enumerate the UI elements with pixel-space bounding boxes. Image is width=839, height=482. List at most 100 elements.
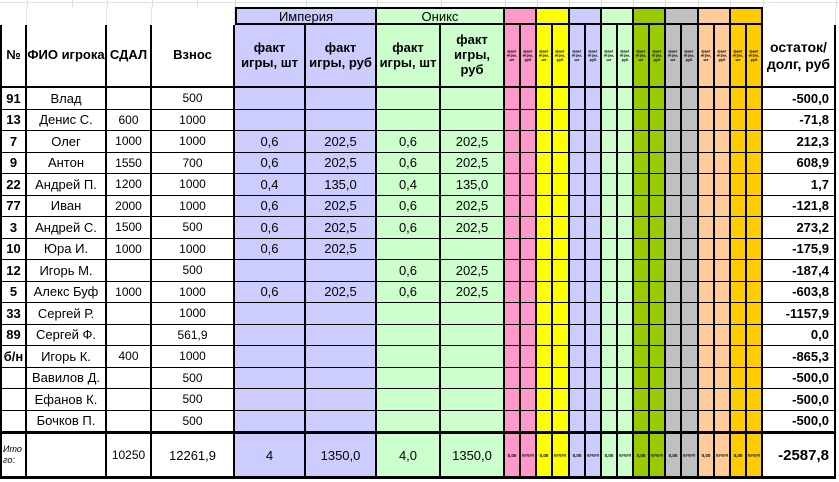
cell-game-gray-rub[interactable] <box>682 217 699 239</box>
cell-game-mint-sht[interactable] <box>601 303 618 325</box>
cell-game-yellow-sht[interactable] <box>537 389 554 411</box>
cell-game-yellow-sht[interactable] <box>537 131 554 153</box>
cell-game-olive-rub[interactable] <box>650 281 667 303</box>
cell-game-gold-sht[interactable] <box>730 174 747 196</box>
cell-game-yellow-sht[interactable] <box>537 324 554 346</box>
cell-game-olive-sht[interactable] <box>634 131 651 153</box>
total-game-peach-sht[interactable]: 0,00 <box>698 432 715 479</box>
group-header-game-gold[interactable] <box>730 7 763 25</box>
cell-game-olive-rub[interactable] <box>650 260 667 282</box>
oniks-rub-cell[interactable] <box>441 324 505 346</box>
cell-game-pink-sht[interactable] <box>505 389 522 411</box>
total-oniks-rub[interactable]: 1350,0 <box>441 432 505 479</box>
cell-game-gray-sht[interactable] <box>666 238 683 260</box>
total-game-mint-rub[interactable]: ##### <box>617 432 634 479</box>
cell-game-lavender-sht[interactable] <box>569 238 586 260</box>
balance-cell[interactable]: 273,2 <box>763 217 836 239</box>
player-name-cell[interactable]: Игорь К. <box>27 346 107 368</box>
cell-game-olive-sht[interactable] <box>634 195 651 217</box>
cell-game-yellow-rub[interactable] <box>553 260 570 282</box>
balance-cell[interactable]: -500,0 <box>763 389 836 411</box>
total-imperia-rub[interactable]: 1350,0 <box>306 432 377 479</box>
sdal-cell[interactable]: 1200 <box>107 174 152 196</box>
cell-game-peach-rub[interactable] <box>714 238 731 260</box>
cell-game-lavender-rub[interactable] <box>585 324 602 346</box>
cell-game-pink-rub[interactable] <box>521 152 538 174</box>
header-sdal[interactable]: СДАЛ <box>107 25 152 88</box>
cell-game-pink-rub[interactable] <box>521 281 538 303</box>
imperia-rub-cell[interactable]: 202,5 <box>306 195 377 217</box>
cell-game-yellow-rub[interactable] <box>553 367 570 389</box>
cell-game-lavender-sht[interactable] <box>569 195 586 217</box>
balance-cell[interactable]: -187,4 <box>763 260 836 282</box>
total-game-yellow-sht[interactable]: 0,00 <box>537 432 554 479</box>
imperia-sht-cell[interactable] <box>235 303 306 325</box>
imperia-sht-cell[interactable] <box>235 389 306 411</box>
balance-cell[interactable]: -1157,9 <box>763 303 836 325</box>
imperia-sht-cell[interactable] <box>235 88 306 110</box>
cell-game-lavender-rub[interactable] <box>585 217 602 239</box>
cell-game-mint-rub[interactable] <box>617 195 634 217</box>
cell-game-lavender-rub[interactable] <box>585 281 602 303</box>
cell-game-peach-rub[interactable] <box>714 109 731 131</box>
cell-game-mint-rub[interactable] <box>617 346 634 368</box>
cell-game-olive-sht[interactable] <box>634 281 651 303</box>
cell-game-gold-rub[interactable] <box>746 88 763 110</box>
cell-game-pink-sht[interactable] <box>505 367 522 389</box>
cell-game-peach-rub[interactable] <box>714 88 731 110</box>
imperia-sht-cell[interactable]: 0,6 <box>235 195 306 217</box>
cell-game-gold-sht[interactable] <box>730 389 747 411</box>
balance-cell[interactable]: 608,9 <box>763 152 836 174</box>
cell-game-gold-sht[interactable] <box>730 367 747 389</box>
oniks-sht-cell[interactable]: 0,6 <box>377 195 441 217</box>
balance-cell[interactable]: -500,0 <box>763 367 836 389</box>
cell-game-olive-sht[interactable] <box>634 152 651 174</box>
total-game-pink-rub[interactable]: ##### <box>521 432 538 479</box>
cell-game-gold-rub[interactable] <box>746 260 763 282</box>
cell-game-gray-rub[interactable] <box>682 260 699 282</box>
cell-game-peach-rub[interactable] <box>714 303 731 325</box>
cell-game-gray-rub[interactable] <box>682 109 699 131</box>
cell-game-gray-sht[interactable] <box>666 131 683 153</box>
cell-game-lavender-rub[interactable] <box>585 260 602 282</box>
cell-game-olive-rub[interactable] <box>650 303 667 325</box>
cell-game-olive-sht[interactable] <box>634 389 651 411</box>
cell-game-pink-rub[interactable] <box>521 238 538 260</box>
imperia-sht-cell[interactable] <box>235 324 306 346</box>
imperia-rub-cell[interactable] <box>306 367 377 389</box>
cell-game-gold-sht[interactable] <box>730 346 747 368</box>
imperia-sht-cell[interactable]: 0,6 <box>235 238 306 260</box>
header-oniks-sht[interactable]: факт игры, шт <box>377 25 441 88</box>
cell-game-lavender-sht[interactable] <box>569 281 586 303</box>
cell-game-peach-rub[interactable] <box>714 260 731 282</box>
cell-game-peach-rub[interactable] <box>714 367 731 389</box>
cell-game-pink-sht[interactable] <box>505 152 522 174</box>
oniks-rub-cell[interactable] <box>441 367 505 389</box>
cell-game-gold-rub[interactable] <box>746 174 763 196</box>
cell-game-mint-sht[interactable] <box>601 324 618 346</box>
cell-game-lavender-rub[interactable] <box>585 195 602 217</box>
oniks-sht-cell[interactable]: 0,6 <box>377 131 441 153</box>
cell-game-mint-rub[interactable] <box>617 131 634 153</box>
player-name-cell[interactable]: Сергей Р. <box>27 303 107 325</box>
cell-game-yellow-rub[interactable] <box>553 88 570 110</box>
oniks-rub-cell[interactable]: 135,0 <box>441 174 505 196</box>
cell-game-peach-rub[interactable] <box>714 174 731 196</box>
cell-game-olive-sht[interactable] <box>634 324 651 346</box>
cell-game-peach-sht[interactable] <box>698 303 715 325</box>
cell-game-pink-sht[interactable] <box>505 303 522 325</box>
cell-game-yellow-rub[interactable] <box>553 238 570 260</box>
sdal-cell[interactable] <box>107 88 152 110</box>
header-game-gold-sht[interactable]: факт игры, шт <box>730 25 747 88</box>
imperia-rub-cell[interactable] <box>306 346 377 368</box>
cell-game-gold-rub[interactable] <box>746 109 763 131</box>
cell-game-gold-sht[interactable] <box>730 281 747 303</box>
player-name-cell[interactable]: Бочков П. <box>27 410 107 432</box>
sdal-cell[interactable] <box>107 324 152 346</box>
oniks-sht-cell[interactable] <box>377 238 441 260</box>
cell-game-yellow-sht[interactable] <box>537 152 554 174</box>
total-game-gray-rub[interactable]: ##### <box>682 432 699 479</box>
player-name-cell[interactable]: Алекс Буф <box>27 281 107 303</box>
imperia-rub-cell[interactable]: 202,5 <box>306 131 377 153</box>
sdal-cell[interactable]: 1000 <box>107 131 152 153</box>
